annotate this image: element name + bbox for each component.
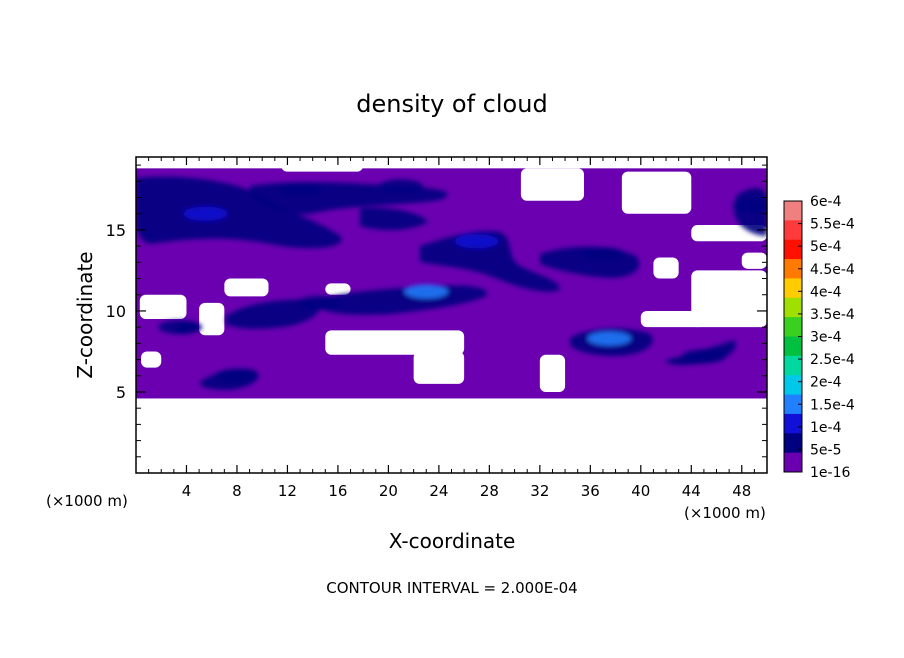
cloud-core <box>214 368 259 383</box>
x-tick-label: 40 <box>631 482 650 500</box>
colorbar-label: 1.5e-4 <box>810 397 855 413</box>
x-axis-label: X-coordinate <box>389 529 516 553</box>
chart-title: density of cloud <box>356 90 547 118</box>
colorbar-label: 5e-5 <box>810 442 841 458</box>
clear-region <box>136 398 767 473</box>
y-axis-label: Z-coordinate <box>73 251 97 378</box>
colorbar-label: 5e-4 <box>810 239 842 255</box>
colorbar-legend: 6e-4 5.5e-4 5e-4 4.5e-4 4e-4 3.5e-4 3e-4 2.5e-4… <box>783 194 855 481</box>
clear-region <box>139 294 187 320</box>
colorbar-label: 4.5e-4 <box>810 262 855 278</box>
colorbar-swatch <box>784 375 802 396</box>
x-tick-label: 32 <box>530 482 549 500</box>
x-tick-label: 44 <box>682 482 701 500</box>
clear-region <box>520 168 585 201</box>
colorbar-swatch <box>784 220 802 241</box>
x-unit-right: (×1000 m) <box>684 504 766 522</box>
colorbar-label: 5.5e-4 <box>810 217 855 233</box>
colorbar-swatch <box>784 336 802 357</box>
core-upper-center <box>360 207 428 231</box>
y-tick-label: 15 <box>106 221 126 240</box>
cloud-core <box>404 284 449 299</box>
cloud-core <box>681 349 726 364</box>
y-tick-label: 5 <box>116 383 126 402</box>
cloud-core <box>580 247 625 262</box>
colorbar-swatch <box>784 278 802 299</box>
x-tick-label: 36 <box>581 482 600 500</box>
y-axis: 5 10 15 <box>106 164 767 458</box>
x-axis: 4 8 12 16 20 24 28 32 36 40 44 48 <box>148 157 755 500</box>
cloud-core <box>587 331 632 346</box>
colorbar-label: 6e-4 <box>810 194 842 210</box>
clear-region <box>621 171 692 214</box>
x-tick-label: 48 <box>732 482 751 500</box>
x-tick-label: 16 <box>328 482 347 500</box>
x-tick-label: 4 <box>182 482 192 500</box>
cloud-cores <box>136 176 767 390</box>
colorbar-swatch <box>784 201 802 221</box>
clear-region <box>325 330 465 355</box>
clear-regions <box>136 157 767 473</box>
cloud-core <box>278 182 323 197</box>
clear-region <box>539 354 566 392</box>
clear-region <box>199 302 225 336</box>
x-unit-left: (×1000 m) <box>46 492 128 510</box>
plot-area <box>136 157 767 473</box>
core-center-band <box>420 230 560 292</box>
colorbar-swatch <box>784 452 802 473</box>
x-tick-label: 20 <box>379 482 398 500</box>
clear-region <box>325 283 351 295</box>
colorbar-label: 4e-4 <box>810 284 842 300</box>
x-tick-label: 28 <box>480 482 499 500</box>
clear-region <box>741 252 767 269</box>
clear-region <box>691 270 767 328</box>
clear-region <box>281 157 364 172</box>
cloud-core <box>732 198 767 213</box>
colorbar-label: 3e-4 <box>810 330 842 346</box>
contour-interval-footer: CONTOUR INTERVAL = 2.000E-04 <box>326 579 577 597</box>
colorbar-label: 3.5e-4 <box>810 307 855 323</box>
colorbar-label: 2e-4 <box>810 375 842 391</box>
colorbar-label: 2.5e-4 <box>810 352 855 368</box>
colorbar-swatch <box>784 433 802 454</box>
cloud-field <box>136 157 767 473</box>
colorbar-swatch <box>784 394 802 415</box>
colorbar-swatch <box>784 259 802 279</box>
clear-region <box>224 278 269 297</box>
cloud-core <box>454 234 499 249</box>
clear-region <box>640 310 704 328</box>
colorbar-swatch <box>784 355 802 376</box>
clear-region <box>141 351 162 368</box>
colorbar-swatch <box>784 317 802 337</box>
core-mid-left <box>226 299 320 329</box>
x-tick-label: 24 <box>429 482 448 500</box>
x-tick-label: 8 <box>232 482 242 500</box>
cloud-core <box>183 206 228 221</box>
colorbar-label: 1e-16 <box>810 465 850 481</box>
colorbar-swatch <box>784 239 802 260</box>
colorbar-swatch <box>784 413 802 434</box>
clear-region <box>653 257 679 279</box>
cloud-core <box>158 320 203 335</box>
core-upper-left <box>136 176 342 249</box>
clear-region <box>413 351 465 384</box>
colorbar-label: 1e-4 <box>810 420 842 436</box>
y-tick-label: 10 <box>106 302 126 321</box>
colorbar-swatch <box>784 297 802 318</box>
cloud-core <box>296 295 341 310</box>
x-tick-label: 12 <box>278 482 297 500</box>
cloud-core <box>379 179 424 194</box>
